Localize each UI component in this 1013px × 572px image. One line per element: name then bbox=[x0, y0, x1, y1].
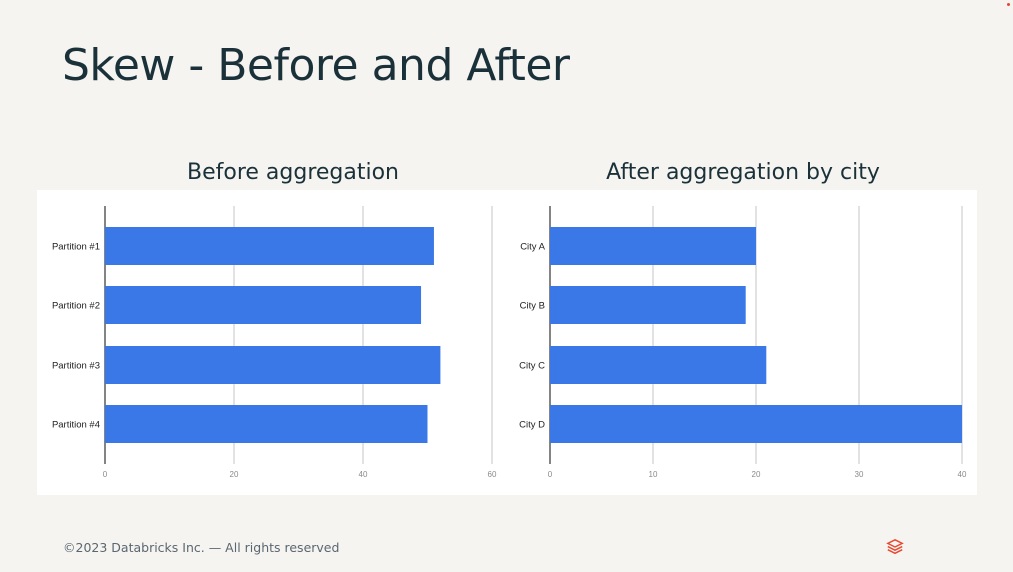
category-label: Partition #4 bbox=[52, 420, 100, 431]
bar bbox=[105, 286, 422, 324]
x-tick-label: 0 bbox=[103, 470, 108, 479]
footer-copyright: ©2023 Databricks Inc. — All rights reser… bbox=[63, 540, 340, 555]
category-label: City A bbox=[520, 242, 545, 253]
bar bbox=[550, 405, 962, 443]
category-label: City C bbox=[519, 361, 545, 372]
recording-indicator bbox=[1007, 3, 1010, 6]
x-tick-label: 30 bbox=[855, 470, 864, 479]
databricks-logo-icon bbox=[886, 538, 904, 555]
bar bbox=[105, 346, 441, 384]
category-label: Partition #1 bbox=[52, 242, 100, 253]
bar bbox=[550, 227, 756, 265]
x-tick-label: 20 bbox=[230, 470, 239, 479]
x-tick-label: 10 bbox=[649, 470, 658, 479]
chart-title-after: After aggregation by city bbox=[606, 160, 880, 185]
bar bbox=[550, 286, 746, 324]
category-label: Partition #2 bbox=[52, 301, 100, 312]
slide-title: Skew - Before and After bbox=[62, 40, 570, 91]
chart-panel: 0 20 40 60 Partition #1 Partition #2 Partition… bbox=[37, 190, 977, 495]
category-label: City B bbox=[520, 301, 545, 312]
chart-title-before: Before aggregation bbox=[186, 160, 400, 185]
bar-charts: 0 20 40 60 Partition #1 Partition #2 Partition… bbox=[52, 206, 967, 479]
x-tick-label: 0 bbox=[548, 470, 553, 479]
x-tick-label: 60 bbox=[488, 470, 497, 479]
x-tick-label: 40 bbox=[359, 470, 368, 479]
category-label: Partition #3 bbox=[52, 361, 100, 372]
bar bbox=[105, 227, 434, 265]
category-label: City D bbox=[519, 420, 545, 431]
bar bbox=[105, 405, 428, 443]
bar bbox=[550, 346, 767, 384]
x-tick-label: 20 bbox=[752, 470, 761, 479]
x-tick-label: 40 bbox=[958, 470, 967, 479]
